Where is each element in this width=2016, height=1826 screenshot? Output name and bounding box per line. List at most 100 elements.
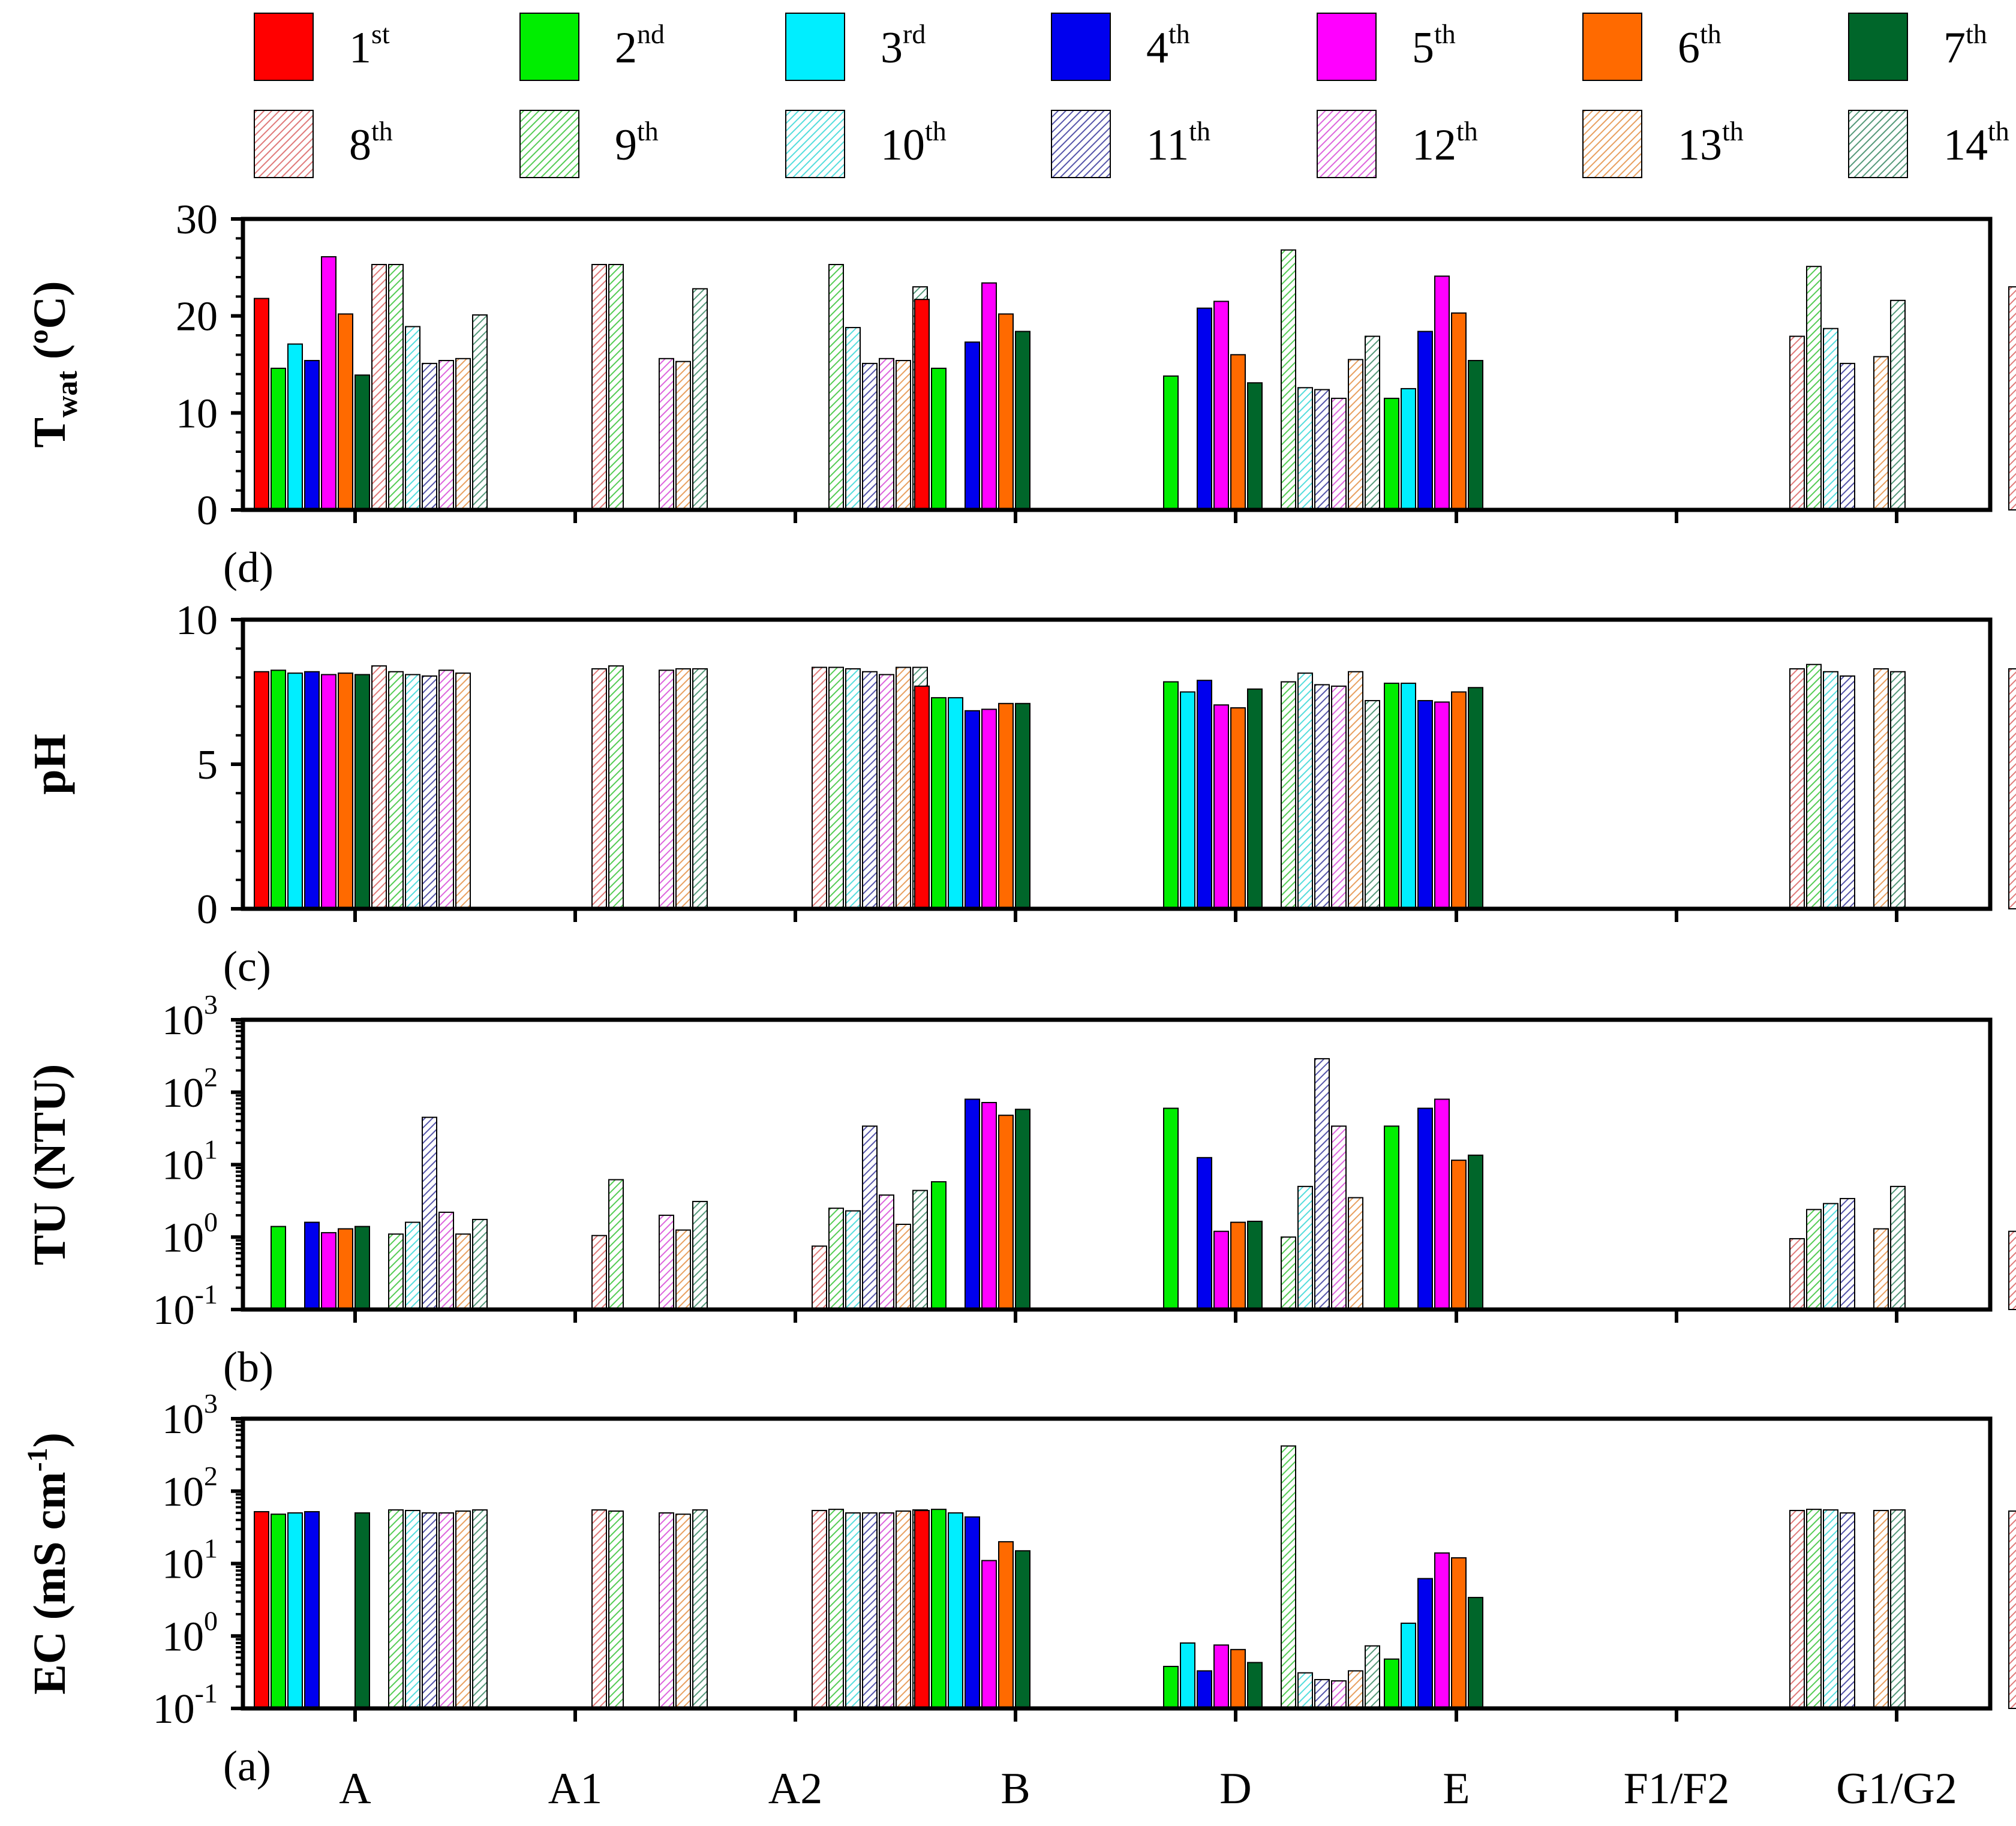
bar-A1-14 <box>692 668 708 909</box>
bar-D-4 <box>1197 680 1212 909</box>
legend-swatch <box>785 110 845 178</box>
y-tick-label: 0 <box>197 887 218 933</box>
bar-D-4 <box>1197 1670 1212 1709</box>
legend-swatch <box>1317 110 1377 178</box>
bar-D-10 <box>1297 1185 1313 1310</box>
bar-A2-8 <box>812 1510 827 1710</box>
bar-F1/F2-8 <box>1789 1238 1805 1311</box>
bar-E-2 <box>1384 1658 1399 1710</box>
bar-D-12 <box>1331 1680 1347 1710</box>
bar-D-7 <box>1247 1662 1263 1710</box>
y-axis-label: EC (mS cm-1) <box>22 1432 75 1695</box>
bar-F1/F2-8 <box>1789 1510 1805 1710</box>
bar-B-5 <box>981 282 997 510</box>
panel-label: (a) <box>223 1742 271 1790</box>
legend-label: 2nd <box>615 19 665 73</box>
legend-item-3: 3rd <box>785 13 926 81</box>
bar-D-3 <box>1180 1642 1195 1710</box>
bar-A-10 <box>405 1221 420 1311</box>
bar-F1/F2-9 <box>1806 266 1822 510</box>
panel-b: 10-1 100 101 102 103 TU (NTU) (b) <box>25 989 2016 1391</box>
y-tick-label: 20 <box>176 294 218 340</box>
bar-E-2 <box>1384 398 1399 510</box>
bar-F1/F2-11 <box>1840 362 1855 511</box>
y-axis-label: pH <box>25 734 75 794</box>
y-axis-label: Twat (ºC) <box>25 281 83 448</box>
legend-label: 5th <box>1412 19 1456 73</box>
legend-swatch <box>1582 110 1642 178</box>
bar-B-1 <box>914 1510 930 1710</box>
bar-B-3 <box>948 1512 963 1709</box>
plot-frame <box>241 217 1993 512</box>
bar-A-3 <box>287 672 303 910</box>
bar-D-9 <box>1281 1445 1296 1710</box>
bar-D-7 <box>1247 382 1263 511</box>
legend-swatch <box>519 110 579 178</box>
bar-D-5 <box>1213 1644 1229 1710</box>
legend-swatch <box>519 13 579 81</box>
bar-A2-10 <box>845 1210 861 1311</box>
bar-A2-12 <box>879 674 894 909</box>
bar-A-12 <box>438 669 454 909</box>
bar-F1/F2-13 <box>1873 1510 1889 1710</box>
bar-A-7 <box>354 374 370 510</box>
bar-A-5 <box>321 674 336 909</box>
y-tick-label: 103 <box>162 1388 218 1443</box>
bar-A-5 <box>321 256 336 510</box>
y-tick-label: 102 <box>162 1461 218 1515</box>
bar-F1/F2-14 <box>1890 1509 1906 1710</box>
bar-D-6 <box>1230 1221 1246 1311</box>
bar-E-6 <box>1451 1160 1467 1311</box>
bar-A1-9 <box>608 1510 624 1709</box>
bar-A-14 <box>472 314 488 510</box>
x-tick-label: D <box>1219 1764 1251 1813</box>
bar-A2-13 <box>896 360 911 510</box>
bar-B-5 <box>981 708 997 910</box>
legend-swatch <box>254 13 314 81</box>
bar-D-10 <box>1297 1672 1313 1709</box>
bar-A-6 <box>338 672 353 910</box>
bar-F1/F2-13 <box>1873 1228 1889 1311</box>
bar-E-2 <box>1384 683 1399 910</box>
bar-A2-11 <box>862 1125 878 1311</box>
x-tick-label: F1/F2 <box>1624 1764 1730 1813</box>
bar-F1/F2-13 <box>1873 668 1889 909</box>
bar-E-4 <box>1417 1107 1433 1310</box>
bar-B-6 <box>998 313 1014 511</box>
bar-A-3 <box>287 343 303 510</box>
bar-D-7 <box>1247 1220 1263 1310</box>
bar-D-13 <box>1348 671 1363 909</box>
bar-D-14 <box>1365 335 1380 510</box>
bar-A2-12 <box>879 1194 894 1310</box>
legend-item-10: 10th <box>785 110 947 178</box>
bar-D-6 <box>1230 354 1246 510</box>
legend-item-12: 12th <box>1317 110 1478 178</box>
bar-D-13 <box>1348 359 1363 511</box>
bar-D-2 <box>1163 1665 1179 1710</box>
bar-D-2 <box>1163 1107 1179 1310</box>
legend-label: 1st <box>349 19 390 73</box>
bar-A-12 <box>438 1512 454 1709</box>
x-tick-label: A1 <box>548 1764 602 1813</box>
bar-E-6 <box>1451 312 1467 510</box>
bar-D-13 <box>1348 1197 1363 1311</box>
bar-B-5 <box>981 1560 997 1710</box>
bar-A-7 <box>354 1226 370 1310</box>
bar-A2-11 <box>862 671 878 909</box>
bar-A2-9 <box>828 666 844 910</box>
legend-label: 14th <box>1943 116 2009 170</box>
bar-A-13 <box>455 1510 471 1709</box>
bar-G1/G2-8 <box>2008 286 2016 510</box>
legend-item-9: 9th <box>519 110 659 178</box>
bar-F1/F2-10 <box>1823 328 1838 511</box>
bar-A-13 <box>455 358 471 510</box>
bar-B-6 <box>998 1541 1014 1709</box>
bar-A1-13 <box>675 668 691 909</box>
legend-label: 8th <box>349 116 393 170</box>
bar-D-4 <box>1197 307 1212 510</box>
bar-F1/F2-8 <box>1789 668 1805 909</box>
bar-E-4 <box>1417 699 1433 909</box>
bar-A-14 <box>472 1509 488 1710</box>
bar-A1-14 <box>692 288 708 510</box>
bar-A-13 <box>455 1233 471 1311</box>
